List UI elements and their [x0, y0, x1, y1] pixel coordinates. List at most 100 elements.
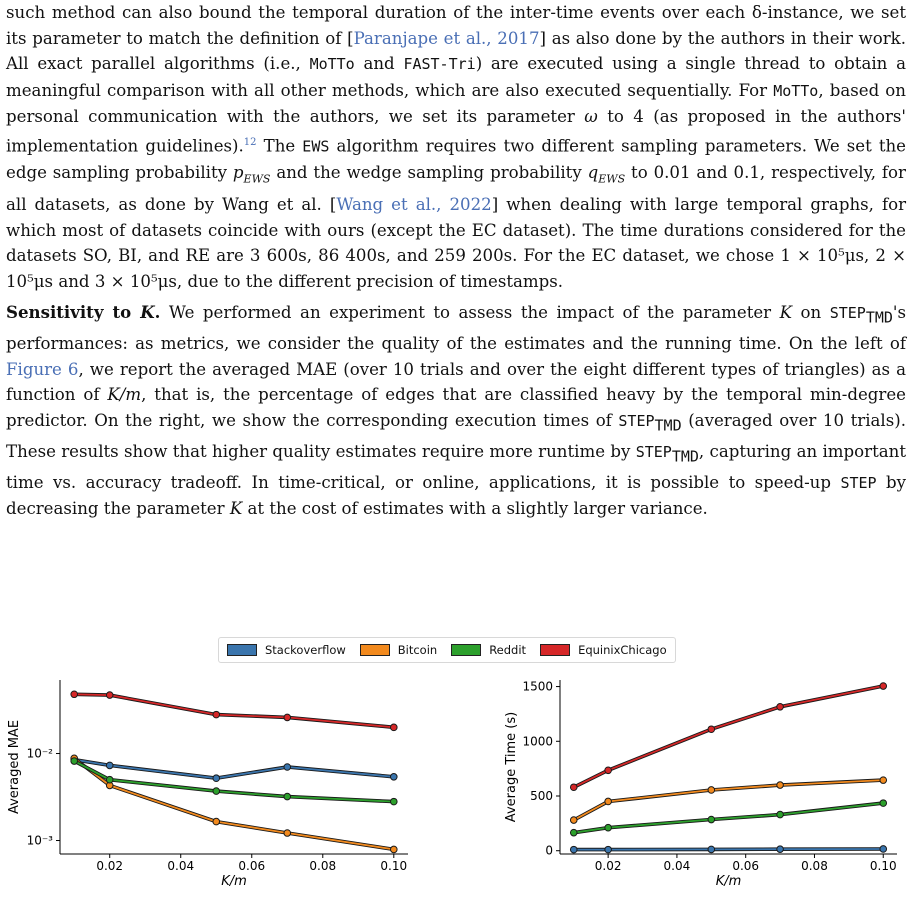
algo-name-step: STEP: [635, 442, 672, 461]
series-line-outline: [573, 684, 884, 789]
text-span: to 0.01 and 0.1, respectively, for all d…: [6, 163, 906, 214]
paragraph-sensitivity: Sensitivity to K. We performed an experi…: [6, 300, 906, 522]
algo-name-ews: EWS: [302, 137, 330, 156]
series-line: [74, 758, 394, 780]
heading-text: Sensitivity to: [6, 302, 141, 323]
text-span: (averaged over 10 trials). These results…: [6, 411, 907, 461]
data-point: [283, 713, 292, 722]
x-tick-label: 0.06: [732, 859, 759, 873]
legend-item-reddit: Reddit: [451, 643, 526, 657]
algo-name-motto: MoTTo: [773, 81, 819, 100]
footnote-link[interactable]: 12: [243, 136, 257, 148]
text-span: 's performances: as metrics, we consider…: [6, 303, 906, 354]
x-tick-label: 0.06: [238, 859, 265, 873]
text-span: such method can also bound the temporal …: [6, 3, 906, 48]
chart-time: 0.02 0.04 0.06 0.08 0.10 0 500 1000 1500 K/m Avera…: [504, 680, 897, 889]
algo-sub-tmd: TMD: [865, 308, 893, 327]
data-point: [707, 725, 716, 734]
math-p: p: [232, 163, 244, 183]
data-point: [707, 845, 716, 854]
text-span: ] when dealing with large temporal graph…: [6, 195, 907, 291]
legend-label: Bitcoin: [397, 643, 438, 657]
data-point: [776, 703, 784, 711]
math-sub: EWS: [598, 172, 626, 186]
data-point: [389, 723, 398, 732]
y-axis-label: Averaged MAE: [7, 720, 22, 814]
data-point: [105, 775, 114, 784]
legend-item-bitcoin: Bitcoin: [359, 643, 438, 657]
y-tick-label: 10⁻²: [27, 747, 54, 761]
series-line: [573, 779, 884, 821]
x-tick-label: 0.10: [380, 859, 407, 873]
y-axis-label: Average Time (s): [504, 712, 519, 822]
text-span: ) are executed using a single thread to …: [6, 54, 906, 100]
legend-swatch: [540, 644, 571, 656]
legend-label: EquinixChicago: [578, 643, 667, 657]
text-span: at the cost of estimates with a slightly…: [242, 499, 708, 519]
x-axis-label: K/m: [716, 874, 742, 889]
data-point: [70, 757, 79, 765]
algo-name-step: STEP: [618, 412, 655, 431]
text-span: , that is, the percentage of edges that …: [6, 385, 906, 431]
x-tick-label: 0.02: [595, 859, 622, 873]
paper-body: such method can also bound the temporal …: [6, 0, 906, 522]
data-point: [776, 810, 784, 819]
algo-name-fasttri: FAST-Tri: [403, 55, 476, 74]
series-line: [74, 693, 394, 729]
data-point: [569, 845, 578, 854]
data-point: [212, 774, 221, 783]
data-point: [776, 781, 784, 789]
algo-name-step: STEP: [840, 473, 877, 492]
heading-dot: .: [154, 302, 161, 323]
math-omega: ω: [584, 107, 598, 127]
legend-swatch: [227, 644, 257, 656]
data-point: [569, 828, 578, 837]
paragraph-setup: such method can also bound the temporal …: [6, 0, 906, 294]
x-tick-label: 0.04: [167, 859, 194, 873]
text-span: algorithm requires two different samplin…: [6, 136, 907, 183]
text-span: We performed an experiment to assess the…: [160, 303, 780, 323]
data-point: [70, 690, 79, 699]
data-point: [604, 823, 612, 832]
text-span: and the wedge sampling probability: [270, 163, 588, 183]
data-point: [879, 845, 888, 853]
legend-swatch: [451, 644, 482, 656]
legend-label: Reddit: [489, 643, 527, 657]
figure-legend: Stackoverflow Bitcoin Reddit EquinixChic…: [218, 637, 676, 663]
data-point: [212, 817, 221, 826]
citation-link-wang[interactable]: Wang et al., 2022: [336, 195, 492, 214]
data-point: [283, 829, 292, 837]
data-point: [105, 691, 114, 699]
x-tick-label: 0.08: [801, 859, 828, 873]
data-point: [569, 783, 578, 792]
text-span: to 4 (as proposed in the authors' implem…: [6, 107, 906, 156]
series-line: [573, 848, 884, 851]
legend-item-equinixchicago: EquinixChicago: [540, 643, 667, 657]
math-km: K/m: [107, 385, 142, 405]
algo-sub-tmd: TMD: [654, 416, 682, 435]
data-point: [105, 761, 114, 770]
data-point: [389, 845, 398, 854]
x-axis-label: K/m: [221, 874, 247, 889]
text-span: ] as also done by the authors in their w…: [6, 28, 906, 74]
data-point: [604, 845, 612, 854]
x-tick-label: 0.10: [870, 859, 897, 873]
text-span: , we report the averaged MAE (over 10 tr…: [6, 359, 906, 405]
data-point: [879, 682, 888, 690]
figure-link[interactable]: Figure 6: [6, 359, 79, 379]
series-line: [573, 685, 884, 789]
text-span: , based on personal communication with t…: [6, 80, 906, 127]
chart-mae: 0.02 0.04 0.06 0.08 0.10 10⁻³ 10⁻² K/m Averaged …: [7, 680, 408, 889]
x-tick-label: 0.04: [664, 859, 691, 873]
algo-sub-tmd: TMD: [671, 447, 699, 466]
math-k: K: [779, 303, 793, 323]
citation-link-paranjape[interactable]: Paranjape et al., 2017: [353, 28, 540, 48]
y-tick-label: 500: [530, 789, 553, 803]
legend-item-stackoverflow: Stackoverflow: [227, 643, 346, 657]
paragraph-heading: Sensitivity to K.: [6, 302, 160, 322]
y-tick-label: 1500: [522, 680, 553, 694]
data-point: [707, 786, 716, 794]
y-tick-label: 0: [545, 844, 553, 858]
math-k: K: [229, 499, 243, 519]
data-point: [283, 792, 292, 801]
